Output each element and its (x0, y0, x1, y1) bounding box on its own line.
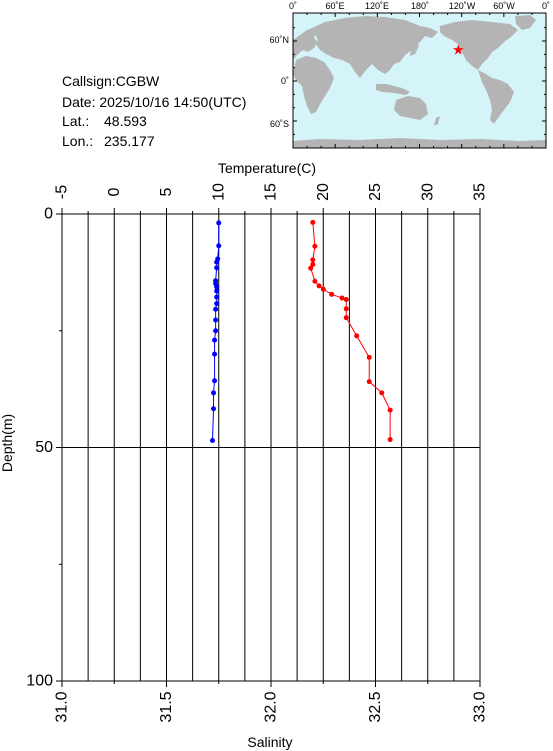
temperature-point (214, 265, 220, 271)
map-lon-label-180: 180˚ (411, 1, 429, 11)
depth-tick-label: 100 (26, 673, 53, 690)
map-lat-label-60n: 60˚N (269, 35, 289, 45)
salinity-point (343, 306, 349, 312)
salinity-point (343, 315, 349, 321)
station-star-icon: ★ (452, 42, 465, 58)
lat-value: 48.593 (104, 113, 147, 129)
temperature-point (211, 406, 217, 412)
map-lon-label-60e: 60˚E (325, 1, 344, 11)
temperature-point (216, 243, 222, 249)
lon-label: Lon.: (62, 133, 93, 149)
salinity-axis-title: Salinity (247, 734, 292, 750)
land-mass-5 (394, 96, 428, 120)
temperature-tick-label: 20 (315, 183, 332, 201)
temperature-point (213, 317, 219, 323)
salinity-point (312, 278, 318, 284)
salinity-point (366, 379, 372, 385)
temperature-tick-label: 30 (419, 183, 436, 201)
temperature-tick-label: 10 (210, 183, 227, 201)
temperature-tick-label: 25 (367, 183, 384, 201)
temperature-point (214, 301, 220, 307)
map-axis-labels: 0˚ 60˚E 120˚E 180˚ 120˚W 60˚W 0˚ 60˚N 0˚… (269, 1, 550, 129)
map-land (293, 15, 546, 148)
world-map: 0˚ 60˚E 120˚E 180˚ 120˚W 60˚W 0˚ 60˚N 0˚… (269, 1, 550, 149)
depth-tick-label: 0 (44, 206, 53, 223)
temperature-tick-label: 35 (472, 183, 489, 201)
depth-axis-ticks: 0 50 100 (26, 206, 62, 690)
profile-series (209, 219, 393, 443)
temperature-point (212, 351, 218, 357)
plot-area: -5 0 5 10 15 20 25 30 35 31.0 31.5 32.0 32.5 33.0 05… (26, 183, 488, 723)
station-info: Callsign:CGBW Date: 2025/10/16 14:50(UTC… (62, 73, 246, 149)
salinity-point (379, 390, 385, 396)
salinity-point (329, 291, 335, 297)
temperature-tick-label: -5 (54, 185, 71, 199)
salinity-tick-label: 32.5 (367, 691, 384, 722)
map-lat-label-0: 0˚ (281, 76, 289, 86)
temperature-point (214, 284, 220, 290)
map-lon-label-0: 0˚ (289, 1, 297, 11)
salinity-tick-label: 31.5 (158, 691, 175, 722)
lat-label: Lat.: (62, 113, 89, 129)
temperature-point (213, 306, 219, 312)
salinity-axis-ticks: 31.0 31.5 32.0 32.5 33.0 (54, 681, 489, 723)
salinity-profile-line (310, 222, 391, 440)
map-lon-label-120w: 120˚W (449, 1, 476, 11)
land-mass-7 (440, 20, 518, 70)
salinity-point (310, 219, 316, 225)
depth-axis-title: Depth(m) (0, 414, 15, 472)
salinity-point (343, 296, 349, 302)
temperature-point (213, 328, 219, 334)
salinity-point (339, 295, 345, 301)
salinity-point (310, 261, 316, 267)
map-lon-label-0-end: 0˚ (542, 1, 550, 11)
land-mass-1 (293, 56, 334, 114)
salinity-point (316, 283, 322, 289)
temperature-point (214, 259, 220, 265)
salinity-tick-label: 33.0 (472, 691, 489, 722)
temperature-point (209, 437, 215, 443)
temperature-point (216, 220, 222, 226)
salinity-point (312, 243, 318, 249)
land-mass-2 (312, 16, 438, 78)
temperature-point (212, 378, 218, 384)
map-lat-label-60s: 60˚S (270, 119, 289, 129)
callsign-label: Callsign:CGBW (62, 73, 160, 89)
temperature-tick-label: 15 (263, 183, 280, 201)
salinity-point (354, 333, 360, 339)
salinity-tick-label: 31.0 (54, 691, 71, 722)
land-mass-8 (515, 15, 536, 30)
salinity-tick-label: 32.0 (263, 691, 280, 722)
temperature-tick-label: 5 (158, 187, 175, 196)
temperature-point (212, 337, 218, 343)
temperature-axis-title: Temperature(C) (218, 160, 316, 176)
land-mass-9 (478, 70, 514, 124)
grid-lines (62, 214, 480, 681)
depth-tick-label: 50 (35, 439, 53, 456)
land-mass-6 (434, 116, 440, 126)
land-mass-0 (293, 28, 318, 60)
salinity-point (320, 286, 326, 292)
temperature-point (214, 288, 220, 294)
land-mass-10 (293, 138, 546, 148)
date-label: Date: 2025/10/16 14:50(UTC) (62, 94, 246, 110)
lon-value: 235.177 (104, 133, 155, 149)
temperature-tick-label: 0 (106, 187, 123, 196)
salinity-point (366, 354, 372, 360)
temperature-point (211, 390, 217, 396)
salinity-point (308, 265, 314, 271)
temperature-point (214, 294, 220, 300)
salinity-point (387, 407, 393, 413)
salinity-point (310, 257, 316, 263)
salinity-point (387, 437, 393, 443)
land-mass-4 (376, 84, 410, 95)
temperature-axis-ticks: -5 0 5 10 15 20 25 30 35 (54, 183, 489, 214)
land-mass-3 (410, 40, 419, 56)
map-lon-label-120e: 120˚E (365, 1, 389, 11)
map-lon-label-60w: 60˚W (493, 1, 515, 11)
